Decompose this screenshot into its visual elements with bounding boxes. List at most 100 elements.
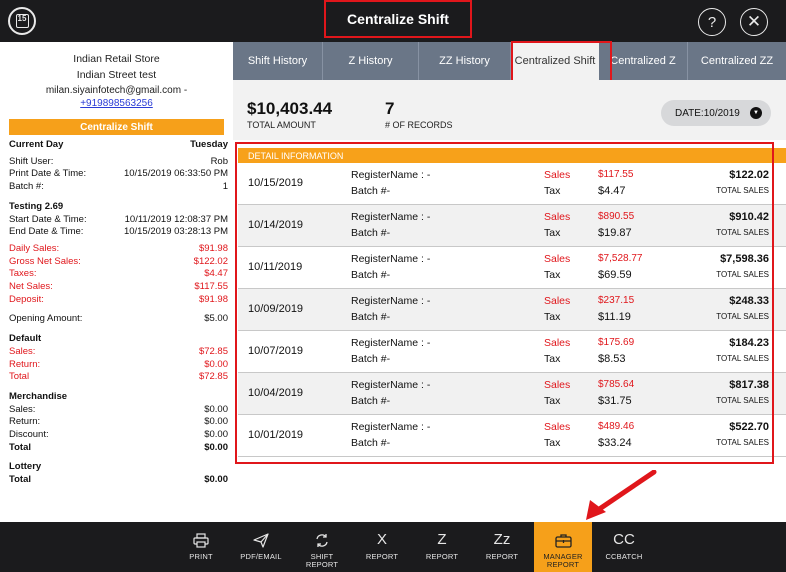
row-sales-label: Sales bbox=[544, 169, 571, 181]
page-title: Centralize Shift bbox=[347, 11, 449, 27]
tab-shift-history[interactable]: Shift History bbox=[233, 42, 323, 80]
records-count-value: 7 bbox=[385, 99, 395, 118]
row-tax-value: $31.75 bbox=[598, 395, 632, 407]
zz-report-button[interactable]: Zz REPORT bbox=[474, 522, 530, 572]
row-date: 10/09/2019 bbox=[248, 303, 304, 315]
date-filter-dropdown[interactable]: DATE:10/2019 ▼ bbox=[661, 100, 771, 126]
close-icon[interactable]: ✕ bbox=[740, 8, 768, 36]
calendar-icon[interactable]: 15 bbox=[8, 7, 36, 35]
row-tax-label: Tax bbox=[544, 269, 561, 281]
detail-row[interactable]: 10/07/2019 RegisterName : - Batch #- Sales T… bbox=[238, 331, 786, 373]
print-button[interactable]: PRINT bbox=[173, 522, 229, 572]
row-sales-value: $117.55 bbox=[598, 169, 634, 180]
pdf-email-button[interactable]: PDF/EMAIL bbox=[233, 522, 289, 572]
store-header: Indian Retail Store Indian Street test bbox=[0, 51, 233, 83]
calendar-day: 15 bbox=[17, 14, 27, 23]
row-total-sales-label: TOTAL SALES bbox=[716, 312, 769, 321]
row-tax-value: $4.47 bbox=[598, 185, 626, 197]
summary-bar: $10,403.44 TOTAL AMOUNT 7 # OF RECORDS D… bbox=[233, 80, 786, 140]
tab-z-history[interactable]: Z History bbox=[323, 42, 419, 80]
row-sales-value: $175.69 bbox=[598, 337, 635, 348]
row-total-sales-label: TOTAL SALES bbox=[716, 354, 769, 363]
detail-row[interactable]: 10/01/2019 RegisterName : - Batch #- Sales T… bbox=[238, 415, 786, 457]
row-date: 10/11/2019 bbox=[248, 261, 303, 273]
print-date-row: Print Date & Time: 10/15/2019 06:33:50 P… bbox=[9, 168, 228, 180]
row-register-name: RegisterName : - bbox=[351, 421, 431, 433]
detail-heading: DETAIL INFORMATION bbox=[238, 148, 786, 163]
row-sales-value: $489.46 bbox=[598, 421, 635, 432]
shift-user-row: Shift User: Rob bbox=[9, 155, 228, 167]
row-date: 10/15/2019 bbox=[248, 177, 304, 189]
row-tax-value: $69.59 bbox=[598, 269, 632, 281]
help-icon[interactable]: ? bbox=[698, 8, 726, 36]
row-register-name: RegisterName : - bbox=[351, 253, 431, 265]
row-sales-label: Sales bbox=[544, 253, 571, 265]
merchandise-sales-row: Sales: $0.00 bbox=[9, 403, 228, 415]
briefcase-icon bbox=[534, 522, 592, 548]
row-tax-value: $11.19 bbox=[598, 311, 631, 323]
row-total-sales-value: $184.23 bbox=[729, 337, 769, 349]
row-register-name: RegisterName : - bbox=[351, 379, 431, 391]
date-filter-value: DATE:10/2019 bbox=[675, 107, 740, 119]
tab-zz-history[interactable]: ZZ History bbox=[419, 42, 511, 80]
x-report-button[interactable]: X REPORT bbox=[354, 522, 410, 572]
row-batch: Batch #- bbox=[351, 269, 391, 281]
batch-row: Batch #: 1 bbox=[9, 181, 228, 193]
lottery-total-row: Total $0.00 bbox=[9, 474, 228, 486]
store-address: Indian Street test bbox=[76, 69, 157, 81]
row-register-name: RegisterName : - bbox=[351, 295, 431, 307]
top-bar: 15 Centralize Shift ? ✕ bbox=[0, 0, 786, 42]
row-total-sales-value: $910.42 bbox=[729, 211, 769, 223]
row-batch: Batch #- bbox=[351, 395, 391, 407]
row-sales-value: $890.55 bbox=[598, 211, 635, 222]
row-total-sales-label: TOTAL SALES bbox=[716, 186, 769, 195]
merchandise-return-row: Return: $0.00 bbox=[9, 416, 228, 428]
row-batch: Batch #- bbox=[351, 437, 391, 449]
row-total-sales-label: TOTAL SALES bbox=[716, 396, 769, 405]
row-tax-value: $33.24 bbox=[598, 437, 632, 449]
row-batch: Batch #- bbox=[351, 353, 391, 365]
detail-row[interactable]: 10/14/2019 RegisterName : - Batch #- Sales T… bbox=[238, 205, 786, 247]
annotation-arrow-icon bbox=[586, 470, 657, 520]
row-sales-value: $7,528.77 bbox=[598, 253, 643, 264]
row-register-name: RegisterName : - bbox=[351, 211, 431, 223]
z-report-icon: Z bbox=[437, 531, 447, 548]
tab-centralized-shift[interactable]: Centralized Shift bbox=[511, 42, 599, 80]
total-amount-label: TOTAL AMOUNT bbox=[247, 120, 316, 130]
row-total-sales-label: TOTAL SALES bbox=[716, 228, 769, 237]
default-return-row: Return: $0.00 bbox=[9, 358, 228, 370]
row-total-sales-label: TOTAL SALES bbox=[716, 438, 769, 447]
detail-list: 10/15/2019 RegisterName : - Batch #- Sales T… bbox=[238, 163, 786, 457]
z-report-button[interactable]: Z REPORT bbox=[414, 522, 470, 572]
detail-row[interactable]: 10/09/2019 RegisterName : - Batch #- Sales T… bbox=[238, 289, 786, 331]
refresh-icon bbox=[294, 522, 350, 548]
row-date: 10/01/2019 bbox=[248, 429, 304, 441]
manager-report-button[interactable]: MANAGER REPORT bbox=[534, 522, 592, 572]
shift-report-button[interactable]: SHIFT REPORT bbox=[294, 522, 350, 572]
default-section-title: Default bbox=[9, 333, 42, 345]
row-tax-label: Tax bbox=[544, 437, 561, 449]
detail-row[interactable]: 10/04/2019 RegisterName : - Batch #- Sales T… bbox=[238, 373, 786, 415]
default-sales-row: Sales: $72.85 bbox=[9, 345, 228, 357]
detail-row[interactable]: 10/15/2019 RegisterName : - Batch #- Sales T… bbox=[238, 163, 786, 205]
row-batch: Batch #- bbox=[351, 311, 391, 323]
register-name: Testing 2.69 bbox=[9, 200, 64, 212]
row-tax-label: Tax bbox=[544, 185, 561, 197]
row-total-sales-value: $248.33 bbox=[729, 295, 769, 307]
current-day-row: Current Day Tuesday bbox=[9, 139, 228, 150]
taxes-row: Taxes: $4.47 bbox=[9, 268, 228, 280]
row-total-sales-value: $7,598.36 bbox=[720, 253, 769, 265]
row-date: 10/14/2019 bbox=[248, 219, 304, 231]
tab-centralized-zz[interactable]: Centralized ZZ bbox=[700, 55, 774, 67]
tab-centralized-z[interactable]: Centralized Z bbox=[599, 42, 688, 80]
row-tax-value: $19.87 bbox=[598, 227, 632, 239]
end-date-row: End Date & Time: 10/15/2019 03:28:13 PM bbox=[9, 226, 228, 238]
lottery-section-title: Lottery bbox=[9, 461, 42, 473]
merchandise-discount-row: Discount: $0.00 bbox=[9, 429, 228, 441]
printer-icon bbox=[173, 522, 229, 548]
default-total-row: Total $72.85 bbox=[9, 371, 228, 383]
store-phone-link[interactable]: +919898563256 bbox=[80, 98, 153, 109]
total-amount-value: $10,403.44 bbox=[247, 99, 333, 118]
detail-row[interactable]: 10/11/2019 RegisterName : - Batch #- Sales T… bbox=[238, 247, 786, 289]
ccbatch-button[interactable]: CC CCBATCH bbox=[596, 522, 652, 572]
